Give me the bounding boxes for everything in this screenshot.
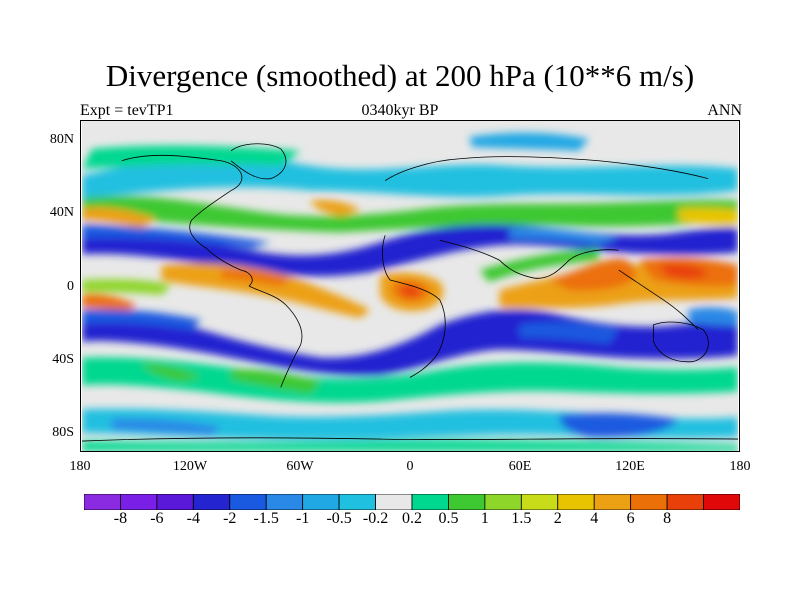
colorbar-tick-label: -2 [223, 510, 237, 527]
lat-label-40n: 40N [49, 205, 74, 220]
time-label: 0340kyr BP [361, 102, 439, 119]
colorbar-swatch [120, 494, 158, 510]
colorbar-swatch [156, 494, 194, 510]
lon-label-60w: 60W [286, 459, 314, 474]
colorbar-tick-label: -8 [113, 510, 128, 527]
lat-label-80n: 80N [49, 132, 74, 147]
colorbar-tick-label: -1 [295, 510, 310, 527]
colorbar-swatch [520, 494, 559, 510]
lat-label-eq: 0 [67, 279, 74, 294]
colorbar-swatch [338, 494, 376, 510]
colorbar-tick-label: 2 [553, 510, 562, 527]
lon-label-0: 0 [406, 459, 414, 474]
season-label: ANN [707, 102, 742, 119]
colorbar-tick-label: 1 [480, 510, 489, 527]
colorbar-tick-label: 0.2 [402, 510, 422, 527]
lon-label-180w: 180 [69, 459, 91, 474]
colorbar-swatch [411, 494, 449, 510]
colorbar-swatch [630, 494, 668, 510]
colorbar-tick-label: 4 [590, 510, 599, 527]
colorbar [84, 494, 740, 510]
colorbar-swatch [192, 494, 231, 510]
colorbar-swatch [557, 494, 595, 510]
colorbar-swatch [375, 494, 413, 510]
lon-label-180e: 180 [729, 459, 751, 474]
colorbar-tick-label: -6 [150, 510, 164, 527]
colorbar-swatch [703, 494, 740, 510]
lon-label-120w: 120W [172, 459, 208, 474]
lon-label-60e: 60E [508, 459, 532, 474]
experiment-label: Expt = tevTP1 [80, 102, 174, 119]
colorbar-swatch [448, 494, 486, 510]
colorbar-tick-label: -4 [186, 510, 200, 527]
divergence-map [80, 120, 740, 452]
coastlines [81, 143, 739, 442]
colorbar-swatch [302, 494, 340, 510]
colorbar-tick-label: -1.5 [253, 510, 279, 527]
colorbar-tick-label: 8 [663, 510, 672, 527]
colorbar-swatch [229, 494, 267, 510]
colorbar-swatch [593, 494, 632, 510]
colorbar-swatch [666, 494, 704, 510]
colorbar-tick-label: -0.2 [362, 510, 389, 527]
colorbar-tick-label: 1.5 [511, 510, 532, 527]
colorbar-swatch [484, 494, 522, 510]
colorbar-swatch [84, 494, 121, 510]
lat-label-40s: 40S [52, 352, 74, 367]
lat-label-80s: 80S [52, 425, 74, 440]
colorbar-tick-label: 6 [626, 510, 635, 527]
colorbar-tick-label: 0.5 [438, 510, 459, 527]
colorbar-swatch [265, 494, 304, 510]
lon-label-120e: 120E [615, 459, 645, 474]
plot-title: Divergence (smoothed) at 200 hPa (10**6 … [105, 58, 695, 93]
colorbar-tick-label: -0.5 [326, 510, 352, 527]
